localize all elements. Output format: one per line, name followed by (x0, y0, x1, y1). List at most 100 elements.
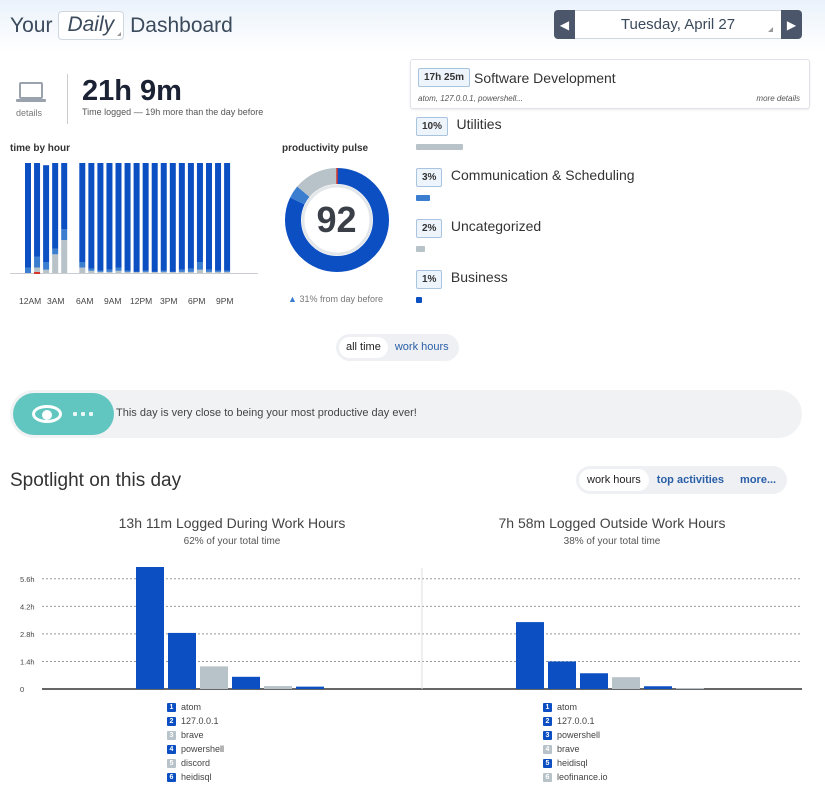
banner-text: This day is very close to being your mos… (116, 407, 417, 419)
hour-bar-segment (215, 163, 222, 271)
legend-item[interactable]: 3 brave (167, 728, 224, 742)
hour-bar-segment (25, 163, 31, 268)
range-select[interactable]: Daily (58, 11, 125, 40)
legend-rank: 2 (543, 716, 552, 726)
tab-work-hours[interactable]: work hours (579, 469, 649, 491)
legend-item[interactable]: 5 heidisql (543, 756, 608, 770)
y-tick-label: 4.2h (20, 602, 35, 611)
hour-bar-segment (133, 163, 140, 272)
category-name: Business (450, 269, 508, 285)
y-tick-label: 0 (20, 685, 24, 694)
total-time: 21h 9m (82, 75, 182, 107)
hour-bar-segment (224, 270, 231, 272)
outside-hours-subtitle: 38% of your total time (563, 536, 661, 547)
hour-bar-segment (169, 163, 176, 272)
category-business[interactable]: 1% Business (416, 269, 508, 303)
more-details-link[interactable]: more details (756, 94, 800, 103)
hour-bar-segment (178, 163, 185, 270)
prev-day-button[interactable]: ◀ (554, 10, 575, 39)
hour-bar-segment (206, 269, 212, 272)
hour-bar-segment (178, 271, 185, 273)
hour-bar-segment (169, 271, 176, 273)
pulse-donut[interactable] (283, 166, 391, 274)
hour-bar-segment (151, 163, 158, 272)
hour-bar-segment (79, 267, 86, 273)
legend-rank: 1 (543, 702, 552, 712)
date-navigator: ◀ Tuesday, April 27 ▶ (554, 10, 802, 39)
tab-more[interactable]: more... (740, 474, 777, 486)
legend-item[interactable]: 5 discord (167, 756, 224, 770)
hour-bar-segment (115, 270, 122, 273)
hour-bar-segment (88, 268, 95, 271)
date-select[interactable]: Tuesday, April 27 (575, 10, 781, 39)
legend-rank: 6 (543, 772, 552, 782)
category-uncategorized[interactable]: 2% Uncategorized (416, 218, 541, 252)
y-tick-label: 5.6h (20, 575, 35, 584)
legend-item[interactable]: 4 powershell (167, 742, 224, 756)
hour-bar-segment (160, 163, 167, 271)
legend-item[interactable]: 1 atom (167, 700, 224, 714)
app-bar (136, 567, 164, 689)
category-bar (416, 246, 426, 252)
details-link[interactable]: details (16, 108, 43, 118)
hour-bar-segment (61, 240, 68, 273)
toggle-all-time[interactable]: all time (339, 337, 388, 358)
next-day-button[interactable]: ▶ (781, 10, 802, 39)
legend-label: 127.0.0.1 (557, 716, 595, 726)
hour-bar-segment (43, 262, 50, 270)
hour-bar-segment (196, 163, 203, 262)
hour-bar-segment (34, 267, 41, 273)
insight-banner: This day is very close to being your mos… (10, 390, 802, 438)
toggle-work-hours[interactable]: work hours (394, 341, 449, 353)
hour-bar-segment (187, 268, 194, 272)
legend-item[interactable]: 1 atom (543, 700, 608, 714)
hour-bar-segment (124, 163, 131, 271)
legend-rank: 1 (167, 702, 176, 712)
category-communication[interactable]: 3% Communication & Scheduling (416, 167, 635, 201)
hour-bar-segment (224, 271, 231, 273)
legend-item[interactable]: 4 brave (543, 742, 608, 756)
hour-bar-segment (196, 269, 203, 273)
app-bar (516, 622, 544, 689)
y-tick-label: 2.8h (20, 630, 35, 639)
time-filter-toggle: all time work hours (336, 334, 459, 361)
hour-tick: 3PM (160, 296, 178, 306)
category-pct-badge: 10% (416, 117, 449, 136)
legend-item[interactable]: 2 127.0.0.1 (167, 714, 224, 728)
category-name: Communication & Scheduling (450, 167, 635, 183)
app-bar (612, 677, 640, 689)
hour-bar-segment (97, 270, 104, 272)
summary-divider (67, 74, 68, 124)
spotlight-bar-chart[interactable]: 5.6h 4.2h 2.8h 1.4h 0 (0, 560, 825, 700)
hour-bar-segment (206, 271, 212, 273)
outside-hours-title: 7h 58m Logged Outside Work Hours (498, 515, 726, 531)
hour-bar-segment (196, 262, 203, 270)
category-software-development[interactable]: 17h 25m Software Development atom, 127.0… (410, 59, 810, 109)
legend-rank: 2 (167, 716, 176, 726)
hour-chart[interactable] (10, 155, 260, 280)
hour-bar-segment (43, 165, 50, 262)
hour-bar-segment (25, 267, 31, 273)
tab-top-activities[interactable]: top activities (656, 474, 725, 486)
title-prefix: Your (10, 13, 53, 37)
legend-item[interactable]: 3 powershell (543, 728, 608, 742)
laptop-icon[interactable] (16, 82, 46, 102)
legend-item[interactable]: 6 leofinance.io (543, 770, 608, 784)
hour-bar-segment (106, 163, 113, 270)
app-bar (580, 673, 608, 689)
hour-bar-segment (187, 163, 194, 269)
legend-item[interactable]: 6 heidisql (167, 770, 224, 784)
hour-tick: 6AM (76, 296, 94, 306)
category-utilities[interactable]: 10% Utilities (416, 116, 502, 150)
legend-label: heidisql (181, 772, 212, 782)
pulse-value: 92 (316, 199, 357, 240)
hour-bar-segment (124, 270, 131, 272)
hour-bar-segment (106, 269, 113, 272)
hour-bar-segment (106, 271, 113, 273)
hour-bar-segment (187, 271, 194, 273)
hour-bar-segment (97, 271, 104, 273)
hour-bar-segment (160, 271, 167, 273)
legend-item[interactable]: 2 127.0.0.1 (543, 714, 608, 728)
hour-bar-segment (52, 254, 59, 273)
category-apps: atom, 127.0.0.1, powershell... (418, 94, 523, 103)
